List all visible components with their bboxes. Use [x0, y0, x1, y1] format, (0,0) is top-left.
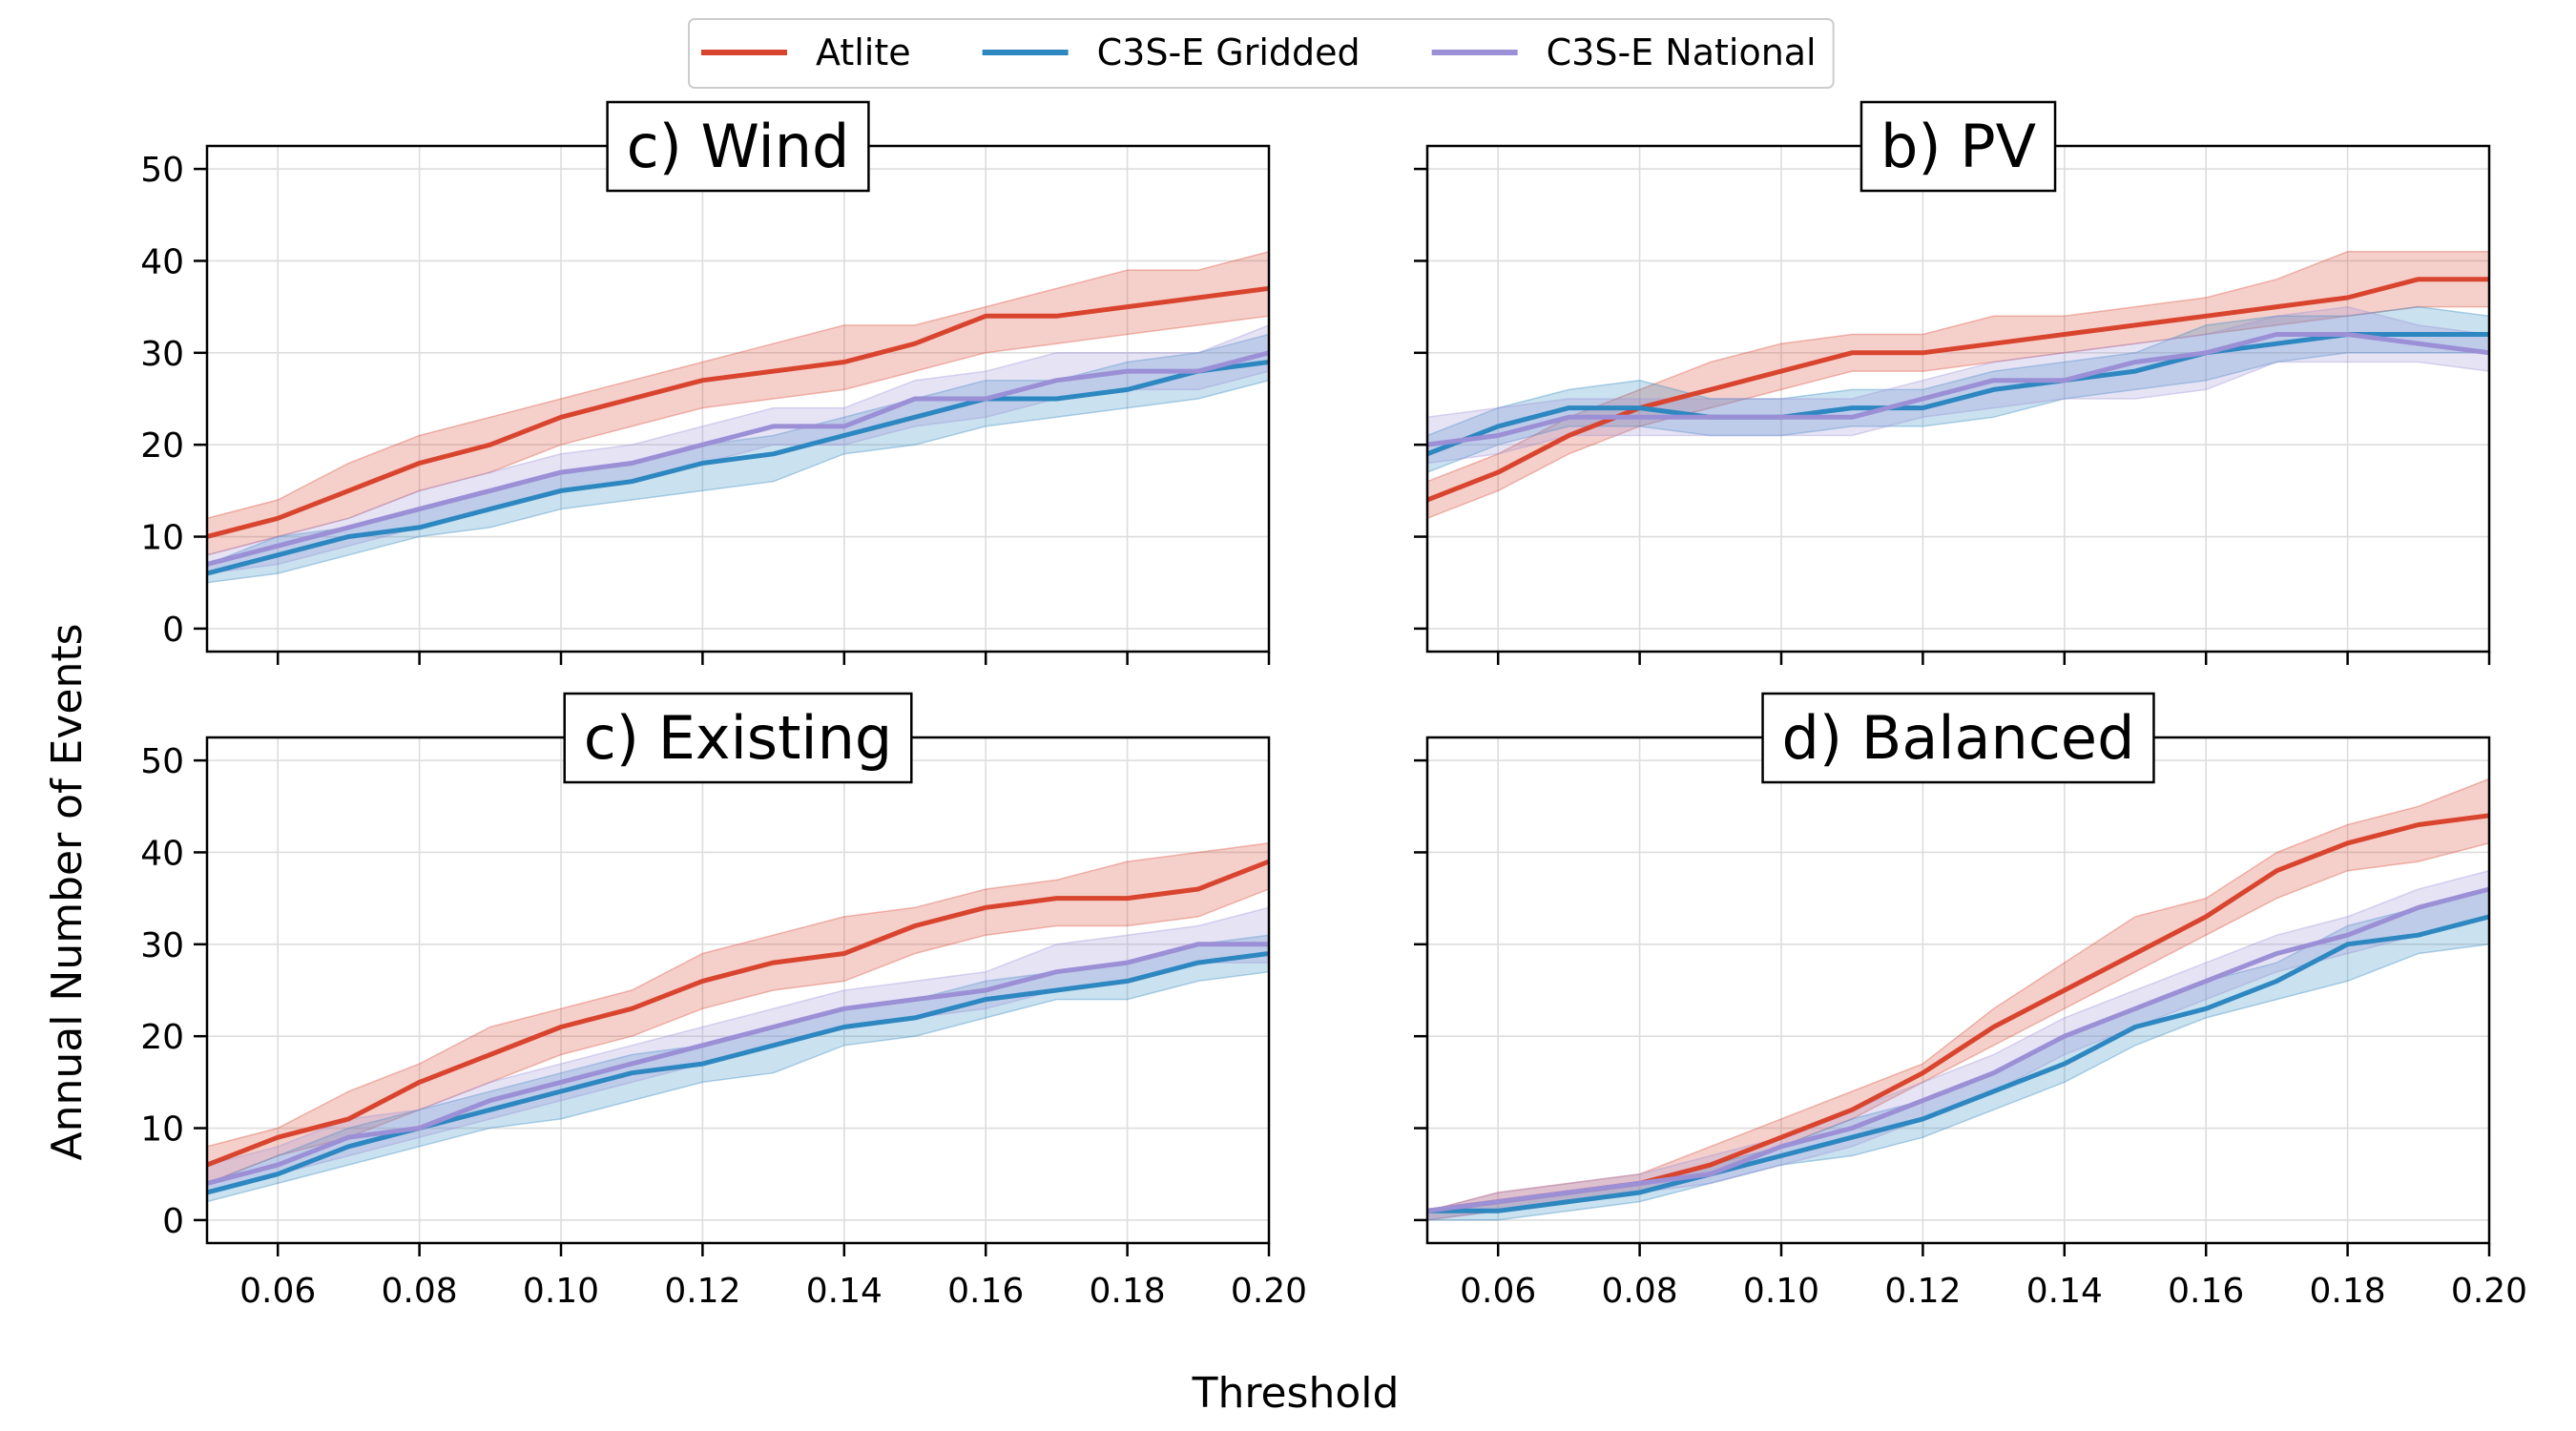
series-line-c3s-e-national [207, 942, 1269, 1186]
legend-item-c3s-e-gridded: C3S-E Gridded [982, 31, 1361, 73]
x-tick-label: 0.06 [1460, 1272, 1536, 1311]
x-tick-label: 0.08 [382, 1272, 458, 1311]
series-line-atlite [207, 859, 1269, 1168]
series-line-c3s-e-gridded [1427, 914, 2489, 1213]
y-tick-label: 40 [140, 242, 184, 281]
panel-title: c) Existing [584, 703, 893, 773]
x-tick-label: 0.12 [1884, 1272, 1961, 1311]
y-axis-label: Annual Number of Events [43, 623, 92, 1160]
band-atlite [207, 251, 1269, 556]
x-tick-label: 0.14 [2026, 1272, 2103, 1311]
band-atlite [1427, 251, 2489, 520]
plot-layer [207, 842, 1269, 1203]
legend-label: C3S-E Gridded [1097, 31, 1361, 73]
panel-top-right: b) PV [1414, 100, 2491, 665]
panel-title: b) PV [1880, 112, 2036, 181]
y-tick-label: 20 [140, 426, 184, 466]
panel-title-box [1761, 692, 2155, 784]
plot-area [207, 146, 1269, 652]
plot-layer [1427, 778, 2489, 1221]
series-line-c3s-e-national [207, 350, 1269, 567]
y-tick-label: 10 [140, 519, 184, 558]
x-tick-label: 0.20 [2451, 1272, 2527, 1311]
band-c3s-e-national [207, 906, 1269, 1193]
series-line-c3s-e-national [1427, 332, 2489, 447]
panel-title-box [606, 100, 870, 193]
x-tick-label: 0.06 [239, 1272, 316, 1311]
y-tick-label: 20 [140, 1018, 184, 1057]
x-tick-label: 0.18 [1090, 1272, 1166, 1311]
y-tick-label: 0 [162, 1202, 184, 1241]
y-tick-label: 10 [140, 1110, 184, 1150]
y-tick-label: 30 [140, 335, 184, 374]
band-c3s-e-gridded [207, 934, 1269, 1203]
x-tick-label: 0.10 [1743, 1272, 1819, 1311]
band-atlite [207, 842, 1269, 1185]
y-tick-label: 50 [140, 742, 184, 781]
legend-box [688, 18, 1835, 89]
y-tick-label: 50 [140, 151, 184, 190]
legend-item-c3s-e-national: C3S-E National [1431, 31, 1817, 73]
x-tick-label: 0.16 [2168, 1272, 2244, 1311]
series-line-c3s-e-national [1427, 886, 2489, 1213]
series-line-atlite [207, 285, 1269, 539]
plot-layer [1427, 251, 2489, 520]
y-tick-label: 30 [140, 926, 184, 965]
legend-item-atlite: Atlite [701, 31, 911, 73]
series-line-atlite [1427, 277, 2489, 503]
x-tick-label: 0.12 [664, 1272, 740, 1311]
panel-title: c) Wind [627, 112, 850, 181]
plot-area [207, 737, 1269, 1243]
panel-bottom-right: 0.06 0.08 0.10 0.12 0.14 0.16 0.18 0.20 d) Balan… [1414, 692, 2527, 1311]
x-tick-label: 0.18 [2310, 1272, 2386, 1311]
legend: Atlite C3S-E Gridded C3S-E National [688, 18, 1835, 89]
x-tick-label: 0.08 [1602, 1272, 1678, 1311]
plot-layer [207, 251, 1269, 584]
panel-title-box [1859, 100, 2057, 193]
legend-label: C3S-E National [1547, 31, 1817, 73]
panel-title-box [563, 692, 913, 784]
x-axis-label: Threshold [1192, 1369, 1400, 1418]
x-tick-label: 0.20 [1231, 1272, 1307, 1311]
x-tick-label: 0.14 [806, 1272, 883, 1311]
y-tick-label: 0 [162, 611, 184, 650]
panel-bottom-left: 0 10 20 30 40 50 0.06 0.08 0.10 0.12 0.14 0.16 0.18 0… [140, 692, 1307, 1311]
legend-label: Atlite [816, 31, 911, 73]
series-line-c3s-e-gridded [207, 951, 1269, 1195]
x-tick-label: 0.10 [523, 1272, 599, 1311]
panel-title: d) Balanced [1782, 703, 2135, 773]
panel-top-left: 0 10 20 30 40 50 c) Wind [140, 100, 1271, 665]
plot-area [1427, 737, 2489, 1243]
series-line-c3s-e-gridded [207, 360, 1269, 576]
x-tick-label: 0.16 [947, 1272, 1024, 1311]
y-tick-label: 40 [140, 834, 184, 873]
series-line-c3s-e-gridded [1427, 332, 2489, 457]
